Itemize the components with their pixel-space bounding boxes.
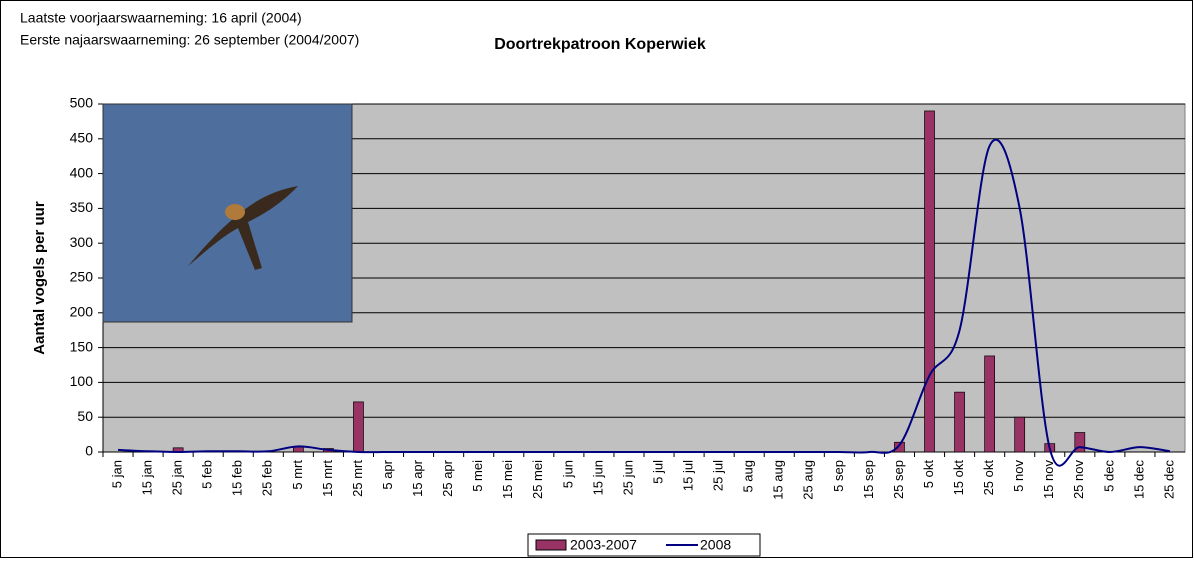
x-tick-label: 15 jan (140, 460, 155, 495)
bar (925, 111, 935, 452)
bar (955, 392, 965, 452)
y-tick-label: 200 (70, 304, 94, 320)
y-tick-label: 450 (70, 130, 94, 146)
note: Laatste voorjaarswaarneming: 16 april (2… (20, 10, 302, 26)
bar (985, 356, 995, 452)
y-tick-label: 50 (77, 408, 93, 424)
y-tick-label: 350 (70, 199, 94, 215)
x-tick-label: 25 apr (440, 459, 455, 497)
y-tick-label: 250 (70, 269, 94, 285)
legend-label: 2003-2007 (570, 537, 637, 553)
x-tick-label: 15 feb (230, 460, 245, 496)
x-tick-label: 25 okt (981, 460, 996, 496)
bar (293, 447, 303, 452)
x-tick-label: 25 mrt (350, 460, 365, 497)
x-tick-label: 15 apr (410, 459, 425, 497)
x-tick-label: 25 jun (620, 460, 635, 495)
photo (103, 104, 352, 322)
x-tick-label: 15 aug (771, 460, 786, 500)
x-tick-label: 15 sep (861, 460, 876, 499)
x-tick-label: 5 apr (380, 459, 395, 489)
x-tick-label: 5 nov (1011, 460, 1026, 492)
x-tick-label: 25 aug (801, 460, 816, 500)
x-tick-label: 15 mrt (320, 460, 335, 497)
y-tick-label: 300 (70, 234, 94, 250)
y-tick-label: 500 (70, 95, 94, 111)
note: Eerste najaarswaarneming: 26 september (… (20, 32, 359, 48)
y-tick-label: 400 (70, 164, 94, 180)
x-tick-label: 25 jan (170, 460, 185, 495)
x-tick-label: 25 sep (891, 460, 906, 499)
x-tick-label: 5 jan (109, 460, 124, 488)
x-tick-label: 5 jun (560, 460, 575, 488)
x-tick-label: 15 jun (590, 460, 605, 495)
x-tick-label: 5 mrt (290, 460, 305, 490)
chart-title: Doortrekpatroon Koperwiek (494, 36, 706, 53)
y-axis-label: Aantal vogels per uur (31, 201, 48, 355)
x-tick-label: 15 nov (1041, 460, 1056, 500)
x-tick-label: 25 jul (711, 460, 726, 491)
x-tick-label: 15 okt (951, 460, 966, 496)
x-tick-label: 25 mei (530, 460, 545, 499)
x-tick-label: 15 dec (1131, 460, 1146, 500)
y-tick-label: 100 (70, 373, 94, 389)
bar (353, 402, 363, 452)
bar (1015, 417, 1025, 452)
x-tick-label: 5 dec (1101, 460, 1116, 492)
y-tick-label: 0 (85, 443, 93, 459)
x-tick-label: 5 feb (200, 460, 215, 489)
x-tick-label: 25 dec (1161, 460, 1176, 500)
x-tick-label: 5 sep (831, 460, 846, 492)
x-tick-label: 5 aug (741, 460, 756, 493)
x-tick-label: 25 nov (1071, 460, 1086, 500)
x-tick-label: 5 jul (650, 460, 665, 484)
x-tick-label: 25 feb (260, 460, 275, 496)
x-tick-label: 15 jul (681, 460, 696, 491)
y-tick-label: 150 (70, 338, 94, 354)
x-tick-label: 15 mei (500, 460, 515, 499)
chart: Laatste voorjaarswaarneming: 16 april (2… (0, 0, 1194, 559)
legend-label: 2008 (700, 537, 731, 553)
legend-swatch (536, 540, 566, 550)
legend: 2003-2007 2008 (528, 534, 760, 556)
x-tick-label: 5 mei (470, 460, 485, 492)
x-tick-label: 5 okt (921, 460, 936, 489)
